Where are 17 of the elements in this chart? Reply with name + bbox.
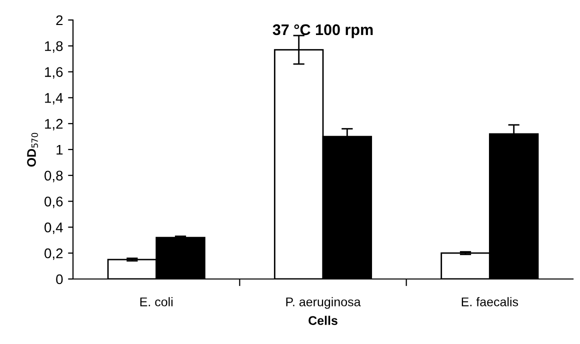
x-axis-title: Cells xyxy=(308,316,338,325)
y-tick-label: 1 xyxy=(56,144,63,155)
y-tick-label: 0 xyxy=(56,274,63,284)
chart-title: 37 °C 100 rpm xyxy=(272,24,373,38)
y-tick-label: 1,6 xyxy=(45,67,63,79)
y-axis-title: OD$_{570}$ xyxy=(27,132,38,167)
y-tick-label: 0,8 xyxy=(44,170,63,182)
x-tick-label: P. aeruginosa xyxy=(286,297,361,309)
y-tick-label: 0,4 xyxy=(44,222,63,234)
x-tick-label: E. faecalis xyxy=(462,297,518,306)
x-tick-label: E. coli xyxy=(140,297,173,306)
y-tick-label: 0,2 xyxy=(44,248,63,260)
y-tick-label: 1,8 xyxy=(45,41,63,53)
y-tick-label: 1,2 xyxy=(45,118,63,130)
y-tick-label: 1,4 xyxy=(45,93,63,105)
y-tick-label: 0,6 xyxy=(44,196,63,208)
y-tick-label: 2 xyxy=(56,15,63,26)
